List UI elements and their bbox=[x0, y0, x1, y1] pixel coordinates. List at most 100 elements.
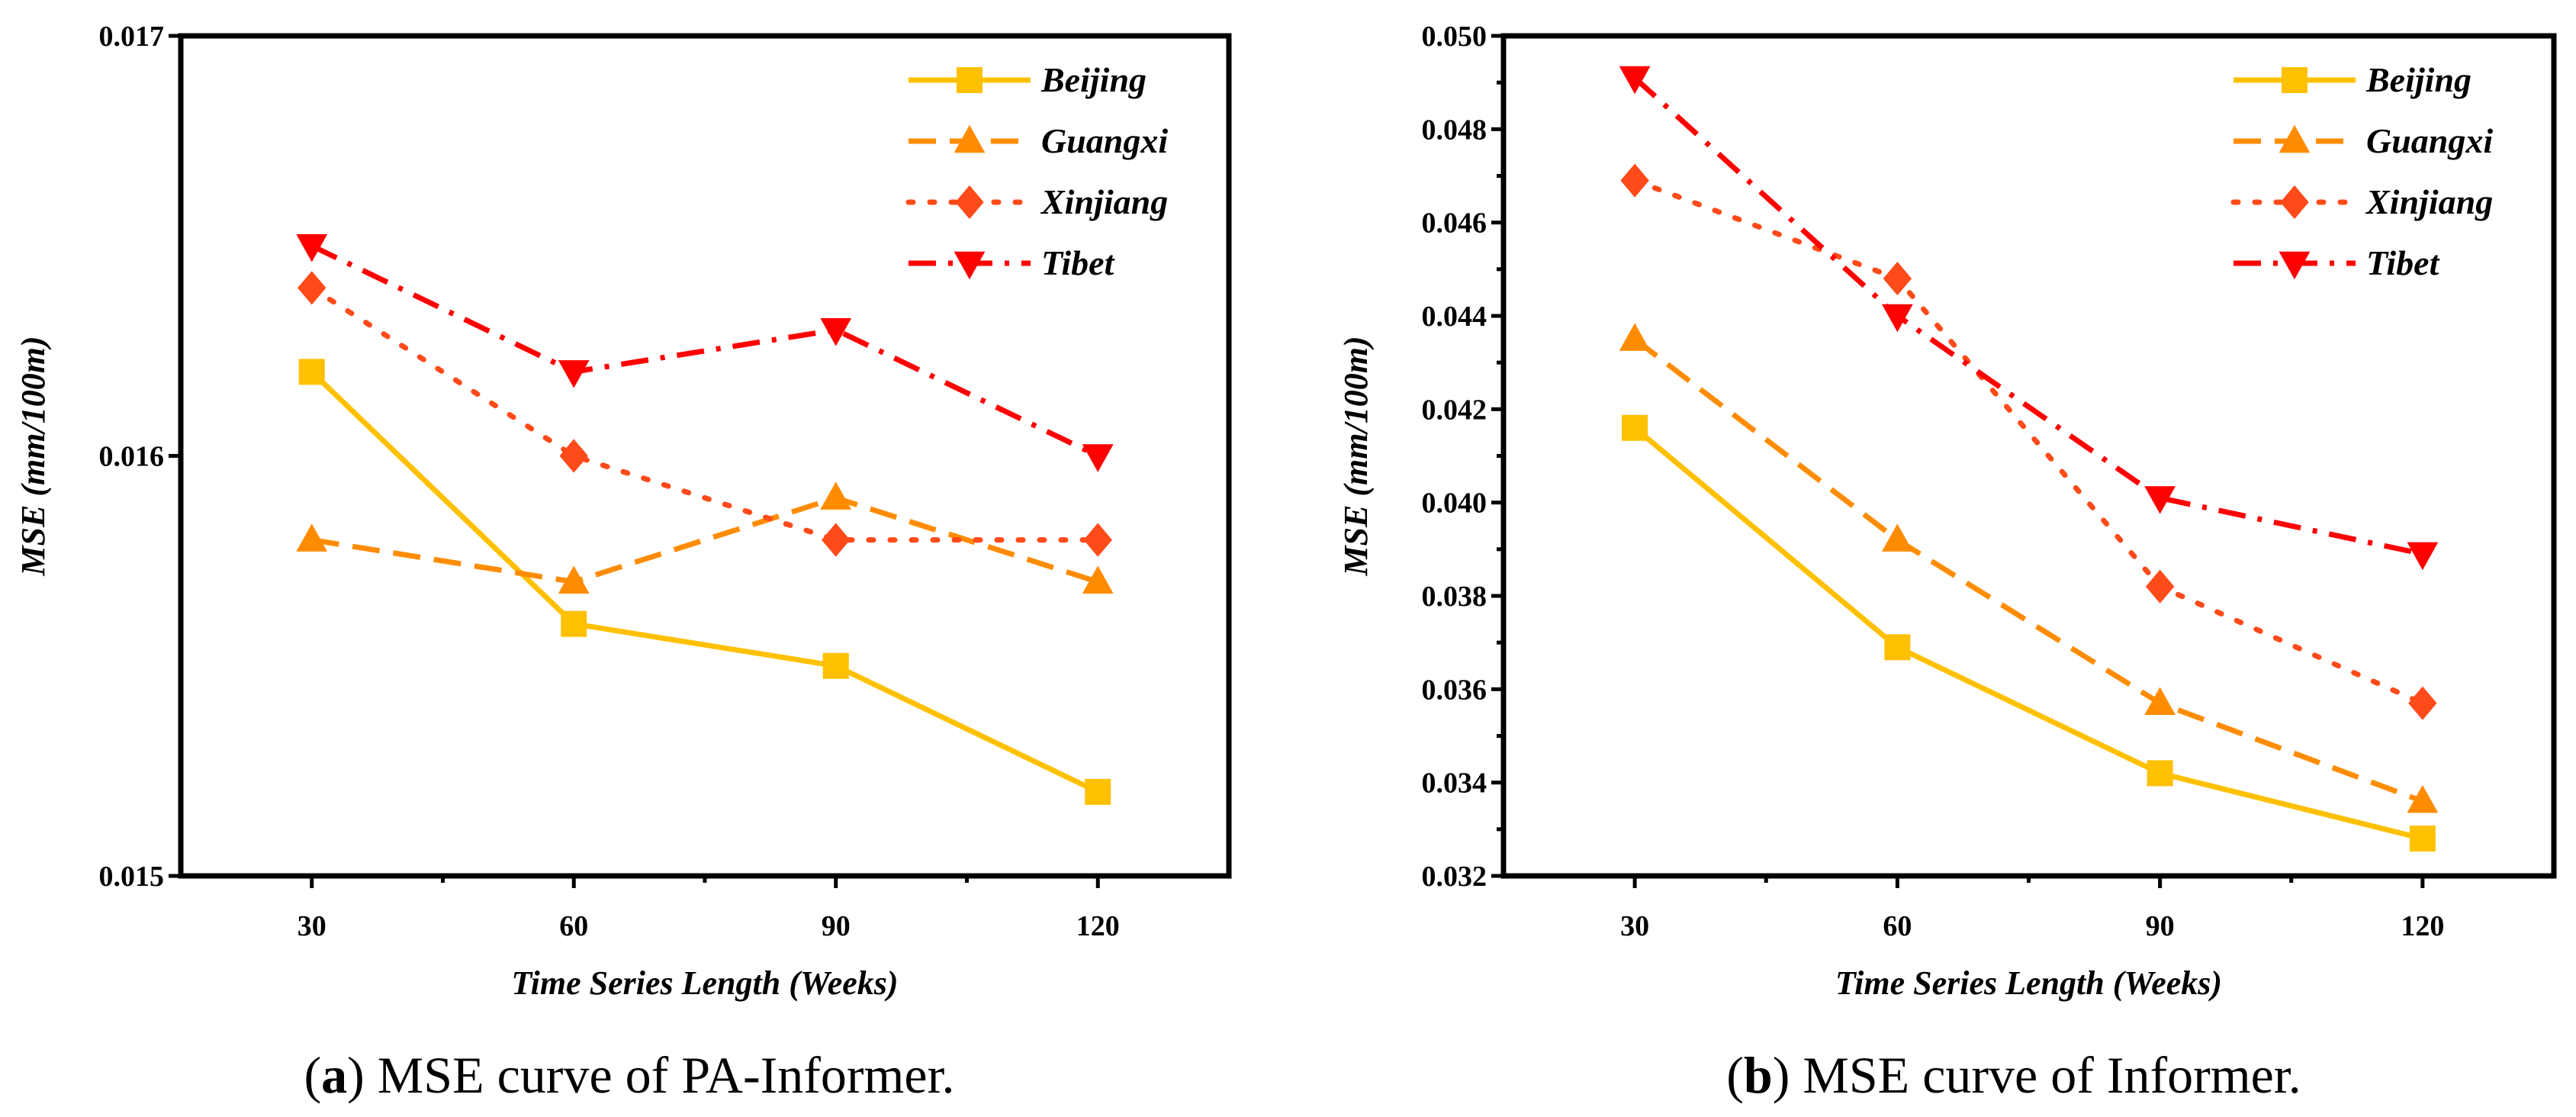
diamond-marker bbox=[2145, 569, 2175, 604]
caption-letter: a bbox=[321, 1046, 347, 1104]
legend-item-guangxi: Guangxi bbox=[909, 121, 1168, 160]
legend-label: Xinjiang bbox=[2365, 182, 2493, 221]
caption-close-paren: ) bbox=[1773, 1046, 1790, 1104]
y-tick-label: 0.036 bbox=[1422, 674, 1487, 706]
series-xinjiang bbox=[297, 271, 1112, 557]
legend-item-xinjiang: Xinjiang bbox=[2230, 182, 2493, 221]
legend-item-tibet: Tibet bbox=[909, 243, 1115, 282]
square-marker bbox=[2282, 67, 2307, 93]
triangle-up-marker bbox=[2279, 124, 2311, 153]
x-tick-label: 60 bbox=[559, 910, 588, 942]
triangle-down-marker bbox=[2407, 542, 2439, 571]
square-marker bbox=[822, 652, 849, 679]
series-tibet bbox=[1619, 66, 2439, 571]
square-marker bbox=[1884, 634, 1911, 661]
series-line bbox=[1633, 336, 2424, 804]
series-line bbox=[310, 243, 1099, 459]
triangle-down-marker bbox=[2279, 251, 2311, 280]
triangle-up-marker bbox=[2144, 687, 2176, 715]
y-axis-title: MSE (mm/100m) bbox=[1337, 336, 1375, 576]
x-tick-label: 30 bbox=[1620, 910, 1649, 942]
series-line bbox=[1632, 76, 2423, 557]
triangle-down-marker bbox=[954, 251, 986, 280]
triangle-up-marker bbox=[954, 124, 986, 153]
chart-b: 0.032 0.034 0.036 0.038 0.040 0.042 0.044 0.046… bbox=[1337, 21, 2557, 1104]
y-axis-title: MSE (mm/100m) bbox=[14, 336, 52, 576]
square-marker bbox=[957, 67, 982, 93]
x-axis-title: Time Series Length (Weeks) bbox=[1835, 964, 2222, 1002]
caption-open-paren: ( bbox=[1726, 1046, 1744, 1104]
figure-caption: (a) MSE curve of PA-Informer. bbox=[304, 1046, 954, 1104]
x-tick-label: 30 bbox=[297, 910, 326, 942]
caption-text: MSE curve of Informer. bbox=[1790, 1046, 2301, 1104]
caption-text: MSE curve of PA-Informer. bbox=[365, 1046, 955, 1104]
triangle-up-marker bbox=[558, 565, 590, 594]
plot-frame bbox=[1500, 33, 2557, 879]
legend-label: Tibet bbox=[1041, 243, 1115, 282]
triangle-up-marker bbox=[820, 481, 852, 510]
series-line bbox=[309, 285, 1101, 543]
y-tick-label: 0.046 bbox=[1422, 208, 1487, 240]
chart-a: 0.015 0.016 0.017 30 60 90 120 Time Series Leng… bbox=[14, 21, 1232, 1104]
legend-item-beijing: Beijing bbox=[909, 60, 1146, 99]
legend-item-xinjiang: Xinjiang bbox=[905, 182, 1168, 221]
plot-frame bbox=[178, 33, 1232, 879]
series-beijing bbox=[298, 359, 1111, 805]
y-tick-label: 0.044 bbox=[1422, 301, 1487, 333]
triangle-down-marker bbox=[820, 318, 852, 346]
triangle-down-marker bbox=[558, 360, 590, 388]
legend-item-tibet: Tibet bbox=[2233, 243, 2440, 282]
triangle-up-marker bbox=[1082, 565, 1114, 594]
caption-letter: b bbox=[1744, 1046, 1773, 1104]
diamond-marker bbox=[559, 439, 588, 473]
triangle-up-marker bbox=[2407, 784, 2439, 813]
legend-item-guangxi: Guangxi bbox=[2233, 121, 2493, 160]
diamond-marker bbox=[1620, 163, 1649, 198]
legend-label: Guangxi bbox=[2366, 121, 2493, 160]
diamond-marker bbox=[1883, 261, 1912, 296]
diamond-marker bbox=[297, 271, 326, 305]
series-guangxi bbox=[1619, 323, 2439, 813]
y-tick-label: 0.015 bbox=[99, 861, 165, 893]
series-line bbox=[1632, 426, 2423, 842]
diamond-marker bbox=[1083, 523, 1112, 557]
y-tick-label: 0.034 bbox=[1422, 768, 1487, 800]
y-tick-label: 0.042 bbox=[1422, 394, 1487, 426]
square-marker bbox=[298, 359, 325, 385]
x-tick-label: 120 bbox=[2401, 910, 2444, 942]
x-axis-title: Time Series Length (Weeks) bbox=[511, 964, 898, 1002]
diamond-marker bbox=[822, 523, 851, 557]
triangle-up-marker bbox=[1619, 323, 1651, 351]
legend-label: Beijing bbox=[1040, 60, 1146, 99]
y-tick-label: 0.017 bbox=[99, 21, 165, 53]
triangle-down-marker bbox=[1082, 444, 1114, 472]
x-tick-label: 60 bbox=[1883, 910, 1912, 942]
diamond-marker bbox=[2408, 686, 2437, 720]
y-tick-label: 0.032 bbox=[1422, 861, 1487, 893]
square-marker bbox=[2409, 826, 2436, 852]
triangle-up-marker bbox=[1881, 523, 1913, 552]
square-marker bbox=[1085, 778, 1111, 805]
y-tick-label: 0.016 bbox=[99, 441, 165, 473]
figure-caption: (b) MSE curve of Informer. bbox=[1726, 1046, 2301, 1104]
square-marker bbox=[1622, 414, 1648, 441]
series-line bbox=[310, 369, 1099, 795]
triangle-up-marker bbox=[296, 523, 328, 552]
triangle-down-marker bbox=[1881, 304, 1913, 333]
triangle-down-marker bbox=[1619, 66, 1651, 95]
legend-label: Tibet bbox=[2366, 243, 2440, 282]
legend-label: Guangxi bbox=[1041, 121, 1168, 160]
triangle-down-marker bbox=[2144, 486, 2176, 514]
square-marker bbox=[561, 610, 587, 637]
series-line bbox=[311, 494, 1099, 585]
x-tick-label: 90 bbox=[2146, 910, 2175, 942]
caption-open-paren: ( bbox=[304, 1046, 321, 1104]
caption-close-paren: ) bbox=[347, 1046, 365, 1104]
legend-label: Beijing bbox=[2365, 60, 2471, 99]
legend-item-beijing: Beijing bbox=[2233, 60, 2471, 99]
diamond-marker bbox=[955, 185, 984, 220]
y-tick-label: 0.048 bbox=[1422, 114, 1487, 146]
y-tick-label: 0.050 bbox=[1422, 21, 1487, 53]
y-tick-label: 0.038 bbox=[1422, 581, 1487, 613]
